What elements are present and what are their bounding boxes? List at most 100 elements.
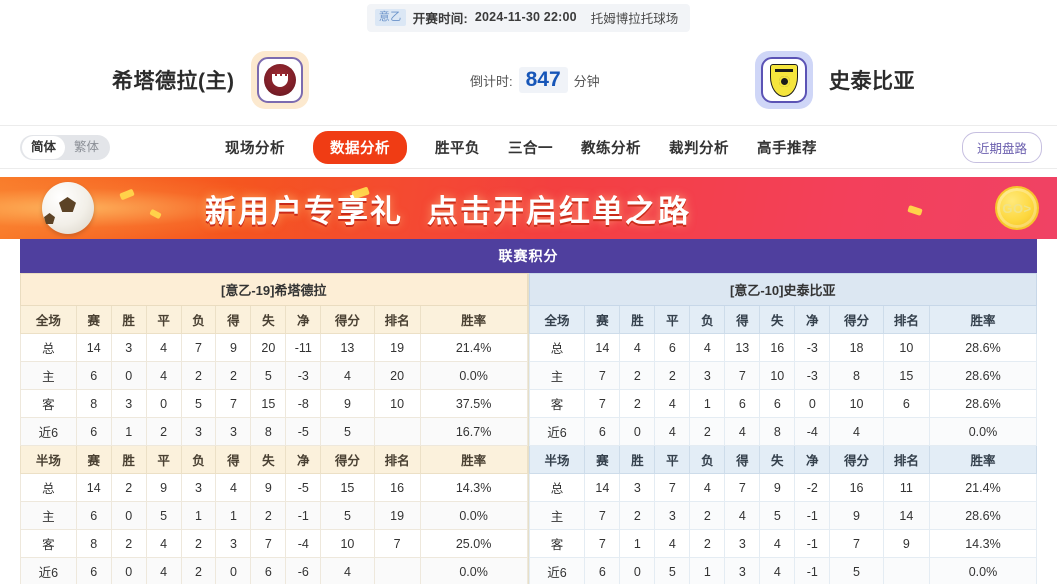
table-row: 客 7 2 4 1 6 6 0 10 6 28.6% — [528, 389, 1038, 418]
home-col-header-2: 胜 — [110, 445, 147, 474]
table-row: 客 8 2 4 2 3 7 -4 10 7 25.0% — [20, 529, 528, 558]
promo-banner[interactable]: 新用户专享礼 点击开启红单之路 GO> — [0, 177, 1057, 239]
away-col-header-8: 得分 — [829, 305, 884, 334]
away-cell-1: 2 — [619, 389, 656, 418]
away-cell-2: 7 — [654, 473, 691, 502]
juve-stabia-crest-icon — [761, 57, 807, 103]
home-cell-8: 20 — [373, 361, 421, 390]
away-cell-9: 28.6% — [928, 501, 1038, 530]
countdown-unit: 分钟 — [573, 74, 600, 89]
away-col-header-4: 负 — [689, 445, 726, 474]
recent-odds-button[interactable]: 近期盘路 — [961, 131, 1042, 163]
home-col-header-0: 全场 — [20, 305, 77, 334]
away-team-block[interactable]: 史泰比亚 — [755, 51, 915, 109]
away-col-header-2: 胜 — [619, 305, 656, 334]
home-cell-7: 10 — [320, 529, 375, 558]
tab-expert-picks[interactable]: 高手推荐 — [757, 140, 817, 157]
away-cell-3: 3 — [689, 361, 726, 390]
tab-live-analysis[interactable]: 现场分析 — [225, 140, 285, 157]
away-cell-8: 9 — [882, 529, 930, 558]
home-cell-1: 2 — [110, 529, 147, 558]
home-cell-3: 2 — [180, 361, 217, 390]
away-col-header-8: 得分 — [829, 445, 884, 474]
away-cell-9: 28.6% — [928, 333, 1038, 362]
home-header-row-0: 全场赛胜平负得失净得分 排名 胜率 — [20, 305, 528, 334]
home-cell-0: 6 — [75, 361, 112, 390]
away-cell-5: 4 — [759, 557, 796, 584]
table-row: 主 6 0 4 2 2 5 -3 4 20 0.0% — [20, 361, 528, 390]
banner-go-button[interactable]: GO> — [995, 186, 1039, 230]
home-cell-0: 6 — [75, 501, 112, 530]
away-cell-5: 10 — [759, 361, 796, 390]
tab-data-analysis[interactable]: 数据分析 — [313, 130, 407, 164]
home-cell-3: 7 — [180, 333, 217, 362]
away-cell-8 — [882, 557, 930, 584]
home-cell-2: 4 — [145, 361, 182, 390]
away-cell-6: 0 — [794, 389, 831, 418]
away-row-mode: 总 — [528, 473, 586, 502]
table-row: 近6 6 0 4 2 4 8 -4 4 0.0% — [528, 417, 1038, 446]
away-cell-1: 0 — [619, 557, 656, 584]
standings-title: 联赛积分 — [20, 239, 1037, 273]
kickoff-time: 2024-11-30 22:00 — [474, 10, 577, 24]
home-cell-9: 0.0% — [419, 557, 528, 584]
away-col-header-0: 全场 — [528, 305, 586, 334]
league-badge: 意乙 — [374, 8, 406, 26]
away-cell-5: 8 — [759, 417, 796, 446]
away-team-name: 史泰比亚 — [829, 70, 915, 93]
away-cell-8: 10 — [882, 333, 930, 362]
away-col-header-10: 胜率 — [928, 445, 1038, 474]
away-cell-7: 16 — [829, 473, 884, 502]
home-col-header-10: 胜率 — [419, 445, 528, 474]
home-cell-0: 6 — [75, 557, 112, 584]
home-standings-table: [意乙-19]希塔德拉 全场赛胜平负得失净得分 排名 胜率总 14 3 4 7 9 20 -11 1… — [20, 273, 528, 584]
language-toggle[interactable]: 简体 繁体 — [20, 134, 111, 160]
tab-win-draw-loss[interactable]: 胜平负 — [435, 140, 480, 157]
table-row: 主 7 2 3 2 4 5 -1 9 14 28.6% — [528, 501, 1038, 530]
lang-option-traditional[interactable]: 繁体 — [74, 139, 100, 154]
home-cell-0: 8 — [75, 389, 112, 418]
away-cell-6: -3 — [794, 361, 831, 390]
banner-text-a: 新用户专享礼 — [205, 193, 403, 229]
home-cell-4: 1 — [215, 501, 252, 530]
home-cell-8: 16 — [373, 473, 421, 502]
away-cell-9: 0.0% — [928, 557, 1038, 584]
home-cell-6: -4 — [285, 529, 322, 558]
home-col-header-8: 得分 — [320, 445, 375, 474]
table-row: 总 14 3 4 7 9 20 -11 13 19 21.4% — [20, 333, 528, 362]
home-team-block[interactable]: 希塔德拉(主) — [112, 51, 309, 109]
away-cell-5: 16 — [759, 333, 796, 362]
home-cell-7: 5 — [320, 501, 375, 530]
home-cell-4: 3 — [215, 529, 252, 558]
away-cell-9: 28.6% — [928, 361, 1038, 390]
home-cell-7: 4 — [320, 557, 375, 584]
home-row-mode: 近6 — [20, 557, 77, 584]
countdown-value: 847 — [518, 67, 568, 93]
away-cell-0: 7 — [584, 501, 621, 530]
away-cell-4: 6 — [724, 389, 761, 418]
home-col-header-2: 胜 — [110, 305, 147, 334]
home-team-logo — [250, 51, 309, 109]
home-col-header-0: 半场 — [20, 445, 77, 474]
away-standings-table: [意乙-10]史泰比亚 全场赛胜平负得失净得分 排名 胜率总 14 4 6 4 13 16 -3 1… — [528, 273, 1038, 584]
home-cell-5: 6 — [250, 557, 287, 584]
tab-coach-analysis[interactable]: 教练分析 — [581, 140, 641, 157]
away-cell-1: 2 — [619, 501, 656, 530]
away-cell-6: -2 — [794, 473, 831, 502]
table-row: 客 7 1 4 2 3 4 -1 7 9 14.3% — [528, 529, 1038, 558]
away-header-row-1: 半场赛胜平负得失净得分 排名 胜率 — [528, 445, 1038, 474]
home-cell-1: 2 — [110, 473, 147, 502]
tab-referee-analysis[interactable]: 裁判分析 — [669, 140, 729, 157]
home-row-mode: 总 — [20, 473, 77, 502]
away-cell-2: 3 — [654, 501, 691, 530]
home-cell-9: 21.4% — [419, 333, 528, 362]
lang-option-simplified[interactable]: 简体 — [22, 135, 66, 159]
away-cell-4: 4 — [724, 501, 761, 530]
away-col-header-3: 平 — [654, 445, 691, 474]
away-cell-4: 7 — [724, 361, 761, 390]
away-col-header-9: 排名 — [882, 305, 930, 334]
tab-three-in-one[interactable]: 三合一 — [508, 140, 553, 157]
home-cell-2: 5 — [145, 501, 182, 530]
away-cell-7: 8 — [829, 361, 884, 390]
away-cell-6: -1 — [794, 557, 831, 584]
